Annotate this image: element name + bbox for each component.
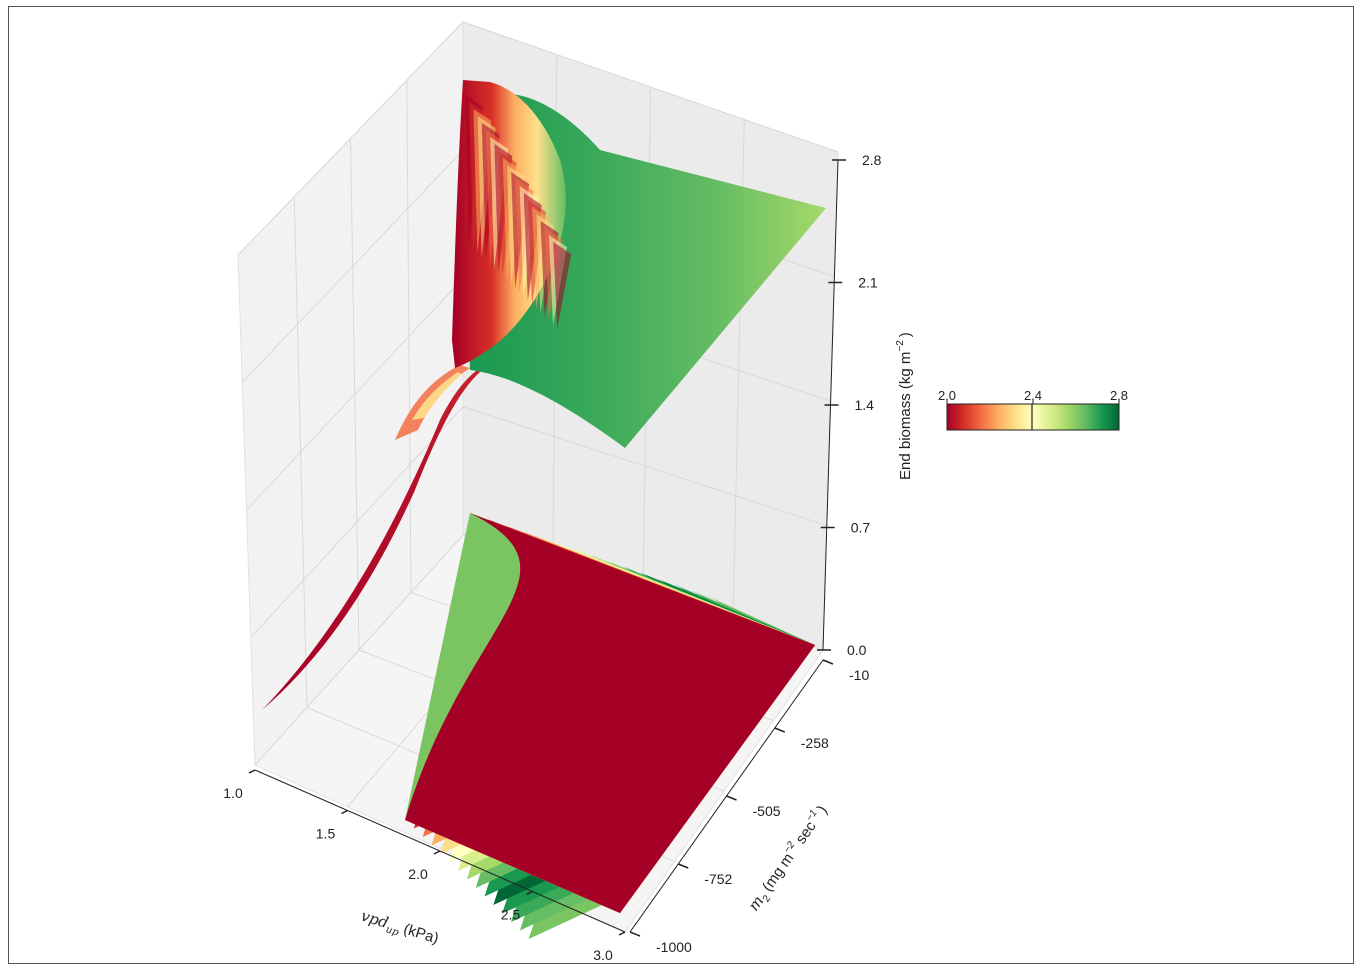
x-tick-label: 2.5 (501, 907, 521, 923)
y-tick (726, 795, 737, 801)
lower-fold-yellow (412, 372, 462, 420)
z-tick-label: 2.1 (858, 275, 878, 291)
x-tick (341, 809, 348, 815)
contour-band (405, 513, 815, 913)
x-tick-label: 1.0 (223, 785, 243, 801)
x-tick (248, 769, 256, 774)
z-tick-label: 0.0 (847, 642, 867, 658)
floor-contour (405, 513, 815, 939)
x-tick (433, 850, 441, 855)
y-tick-label: -10 (849, 667, 869, 683)
z-tick-label: 1.4 (855, 397, 875, 413)
y-axis: -10 -258 -505 -752 -1000 (629, 659, 869, 955)
x-axis: 1.0 1.5 2.0 2.5 3.0 (223, 769, 626, 963)
y-tick (822, 659, 834, 665)
z-tick-label: 2.8 (862, 152, 882, 168)
y-tick-label: -258 (801, 735, 829, 751)
grid-line (293, 196, 308, 708)
y-axis-line (629, 659, 824, 933)
z-axis: 0.0 0.7 1.4 2.1 2.8 (817, 152, 882, 658)
z-tick-label: 0.7 (851, 520, 871, 536)
y-tick-label: -1000 (656, 939, 692, 955)
surface (262, 80, 826, 710)
z-axis-label: End biomass (kg m−2) (895, 332, 914, 480)
y-tick (677, 863, 689, 869)
surface-stripe (553, 242, 572, 329)
y-tick (629, 931, 641, 937)
y-tick (774, 727, 786, 733)
x-tick (526, 890, 533, 896)
colorbar-tick-label: 2.8 (1110, 388, 1128, 403)
fold-spikes (465, 95, 572, 329)
x-tick-label: 2.0 (408, 866, 428, 882)
y-tick-label: -752 (704, 871, 732, 887)
colorbar-bar (946, 403, 1120, 431)
x-tick-label: 1.5 (316, 826, 336, 842)
colorbar-tick-label: 2.0 (938, 388, 956, 403)
grid-line (350, 138, 360, 651)
colorbar: 2.0 2.4 2.8 (938, 388, 1128, 431)
x-tick-label: 3.0 (593, 947, 613, 963)
grid-line (406, 80, 412, 593)
z-axis-line (822, 159, 839, 651)
x-axis-line (254, 769, 626, 933)
y-tick-label: -505 (753, 803, 781, 819)
x-axis-label: vpdup(kPa) (358, 907, 441, 951)
colorbar-tick-label: 2.4 (1024, 388, 1042, 403)
figure-frame (8, 6, 1354, 964)
x-tick (618, 931, 626, 936)
